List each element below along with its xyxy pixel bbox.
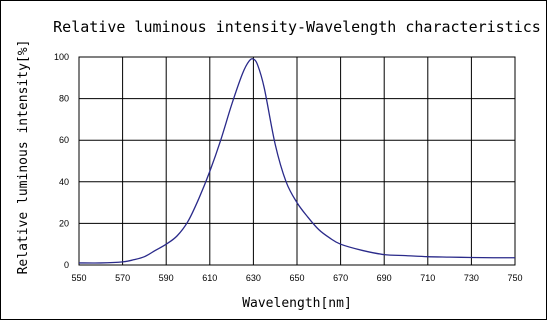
x-tick-label: 730 bbox=[464, 273, 479, 283]
x-tick-label: 690 bbox=[377, 273, 392, 283]
x-tick-label: 650 bbox=[289, 273, 304, 283]
series-line bbox=[78, 58, 516, 264]
x-tick-label: 550 bbox=[71, 273, 86, 283]
chart-title: Relative luminous intensity-Wavelength c… bbox=[53, 18, 541, 36]
y-tick-label: 40 bbox=[59, 177, 69, 187]
y-tick-label: 80 bbox=[59, 94, 69, 104]
x-tick-label: 570 bbox=[115, 273, 130, 283]
x-tick-label: 630 bbox=[246, 273, 261, 283]
y-tick-label: 100 bbox=[54, 52, 69, 62]
plot-area: 550 570 590 610 630 650 670 690 710 730 750 0 20 40 60… bbox=[54, 52, 523, 283]
x-axis-title: Wavelength[nm] bbox=[242, 296, 352, 311]
y-tick-label: 20 bbox=[59, 218, 69, 228]
x-tick-label: 750 bbox=[507, 273, 522, 283]
x-tick-label: 710 bbox=[420, 273, 435, 283]
x-tick-label: 610 bbox=[202, 273, 217, 283]
y-tick-label: 60 bbox=[59, 135, 69, 145]
x-tick-label: 670 bbox=[333, 273, 348, 283]
y-axis-title: Relative luminous intensity[%] bbox=[16, 40, 31, 275]
y-tick-label: 0 bbox=[64, 260, 69, 270]
x-tick-label: 590 bbox=[159, 273, 174, 283]
plot-border bbox=[78, 56, 516, 266]
